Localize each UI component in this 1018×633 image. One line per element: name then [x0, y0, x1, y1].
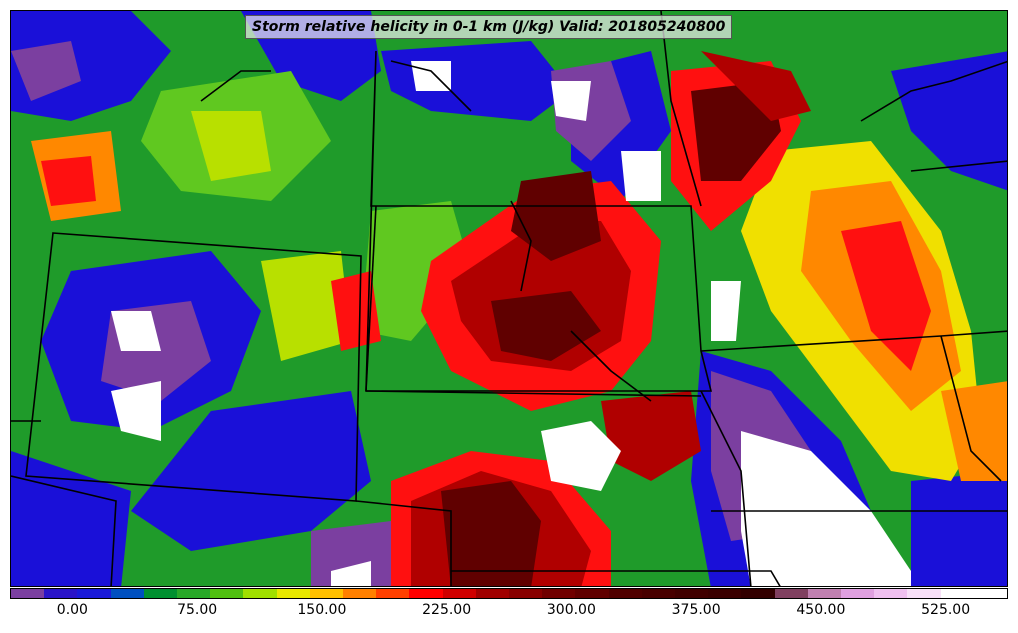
colorbar-segment	[874, 589, 908, 598]
field-blue-northeast	[891, 51, 1007, 191]
colorbar-tick-label: 225.00	[422, 602, 472, 618]
border-lake-fragment	[200, 70, 271, 102]
colorbar-segment	[110, 589, 144, 598]
field-white-iowa-west	[711, 281, 741, 341]
colorbar-segment	[243, 589, 277, 598]
field-blue-se-corner	[911, 471, 1007, 586]
field-yellow-green-montana	[191, 111, 271, 181]
colorbar-tick-labels: 0.00 75.00 150.00 225.00 300.00 375.00 450.00 5…	[0, 602, 1018, 626]
border-utah-south	[11, 475, 117, 586]
colorbar-tick-label: 375.00	[671, 602, 721, 618]
colorbar-tick-label: 0.00	[56, 602, 88, 618]
border-oklahoma-south	[451, 570, 781, 586]
field-white-nd	[411, 61, 451, 91]
colorbar-segment	[44, 589, 78, 598]
field-maroon-sd	[511, 171, 601, 261]
field-maroon-nebraska	[491, 291, 601, 361]
border-river-nebraska	[570, 330, 652, 402]
colorbar-segment	[509, 589, 543, 598]
border-nebraska-west	[365, 205, 377, 392]
field-white-utah	[111, 381, 161, 441]
colorbar-segment	[143, 589, 178, 598]
field-orange-east	[941, 381, 1007, 481]
colorbar-segment	[641, 589, 676, 598]
map-title: Storm relative helicity in 0-1 km (J/kg)…	[245, 15, 733, 39]
colorbar-segment	[475, 589, 510, 598]
colorbar-tick-label: 300.00	[546, 602, 596, 618]
field-white-utah-north	[111, 311, 161, 351]
border-wisconsin	[910, 160, 1007, 172]
field-maroon-oklahoma	[441, 481, 541, 586]
colorbar-segment	[973, 589, 1008, 598]
field-blue-northwest	[11, 11, 171, 121]
colorbar-segment	[907, 589, 941, 598]
colorbar-segment	[210, 589, 244, 598]
border-illinois	[940, 335, 1002, 482]
field-red-iowa	[841, 221, 931, 371]
colorbar-tick-label: 75.00	[177, 602, 218, 618]
colorbar-segment	[741, 589, 775, 598]
state-borders-layer	[11, 11, 1007, 586]
field-white-nd-east	[551, 81, 591, 121]
border-missouri-west	[700, 390, 752, 586]
field-white-kansas	[541, 421, 621, 491]
field-white-sd-east	[621, 151, 661, 201]
colorbar-segment	[442, 589, 476, 598]
colorbar-segment	[774, 589, 808, 598]
helicity-map	[10, 10, 1008, 587]
field-light-green-nebraska-west	[361, 201, 471, 341]
colorbar-segment	[376, 589, 410, 598]
helicity-field-svg	[11, 11, 1007, 586]
colorbar-segment	[807, 589, 842, 598]
border-missouri-river	[390, 60, 472, 112]
colorbar-segment	[276, 589, 310, 598]
field-dark-red-minnesota-north	[701, 51, 811, 121]
colorbar-segment	[841, 589, 875, 598]
colorbar-segment	[940, 589, 974, 598]
colorbar	[10, 588, 1008, 599]
colorbar-segment	[343, 589, 377, 598]
field-dark-red-kansas	[601, 391, 701, 481]
border-lake-superior	[860, 60, 1007, 122]
colorbar-segment	[708, 589, 742, 598]
border-minnesota-west	[660, 11, 702, 207]
colorbar-segment	[309, 589, 344, 598]
field-blue-southwest	[131, 391, 371, 551]
field-blue-southwest-edge	[11, 451, 131, 586]
border-oklahoma-panhandle	[355, 500, 452, 586]
field-white-missouri	[741, 431, 911, 586]
colorbar-tick-label: 450.00	[796, 602, 846, 618]
field-red-idaho	[41, 156, 96, 206]
field-purple-nw	[11, 41, 81, 101]
colorbar-segment	[11, 589, 45, 598]
colorbar-segment	[409, 589, 443, 598]
colorbar-segment	[77, 589, 111, 598]
colorbar-segment	[608, 589, 642, 598]
border-kansas-north	[365, 390, 702, 397]
colorbar-segment	[575, 589, 609, 598]
field-yellow-green-colorado	[261, 251, 351, 361]
colorbar-tick-label: 150.00	[297, 602, 347, 618]
colorbar-segment	[177, 589, 211, 598]
helicity-field-layer	[11, 11, 1007, 586]
colorbar-tick-label: 525.00	[921, 602, 971, 618]
colorbar-segment	[542, 589, 576, 598]
border-river-sd	[510, 200, 532, 292]
colorbar-segment	[675, 589, 709, 598]
field-white-south	[331, 561, 371, 586]
